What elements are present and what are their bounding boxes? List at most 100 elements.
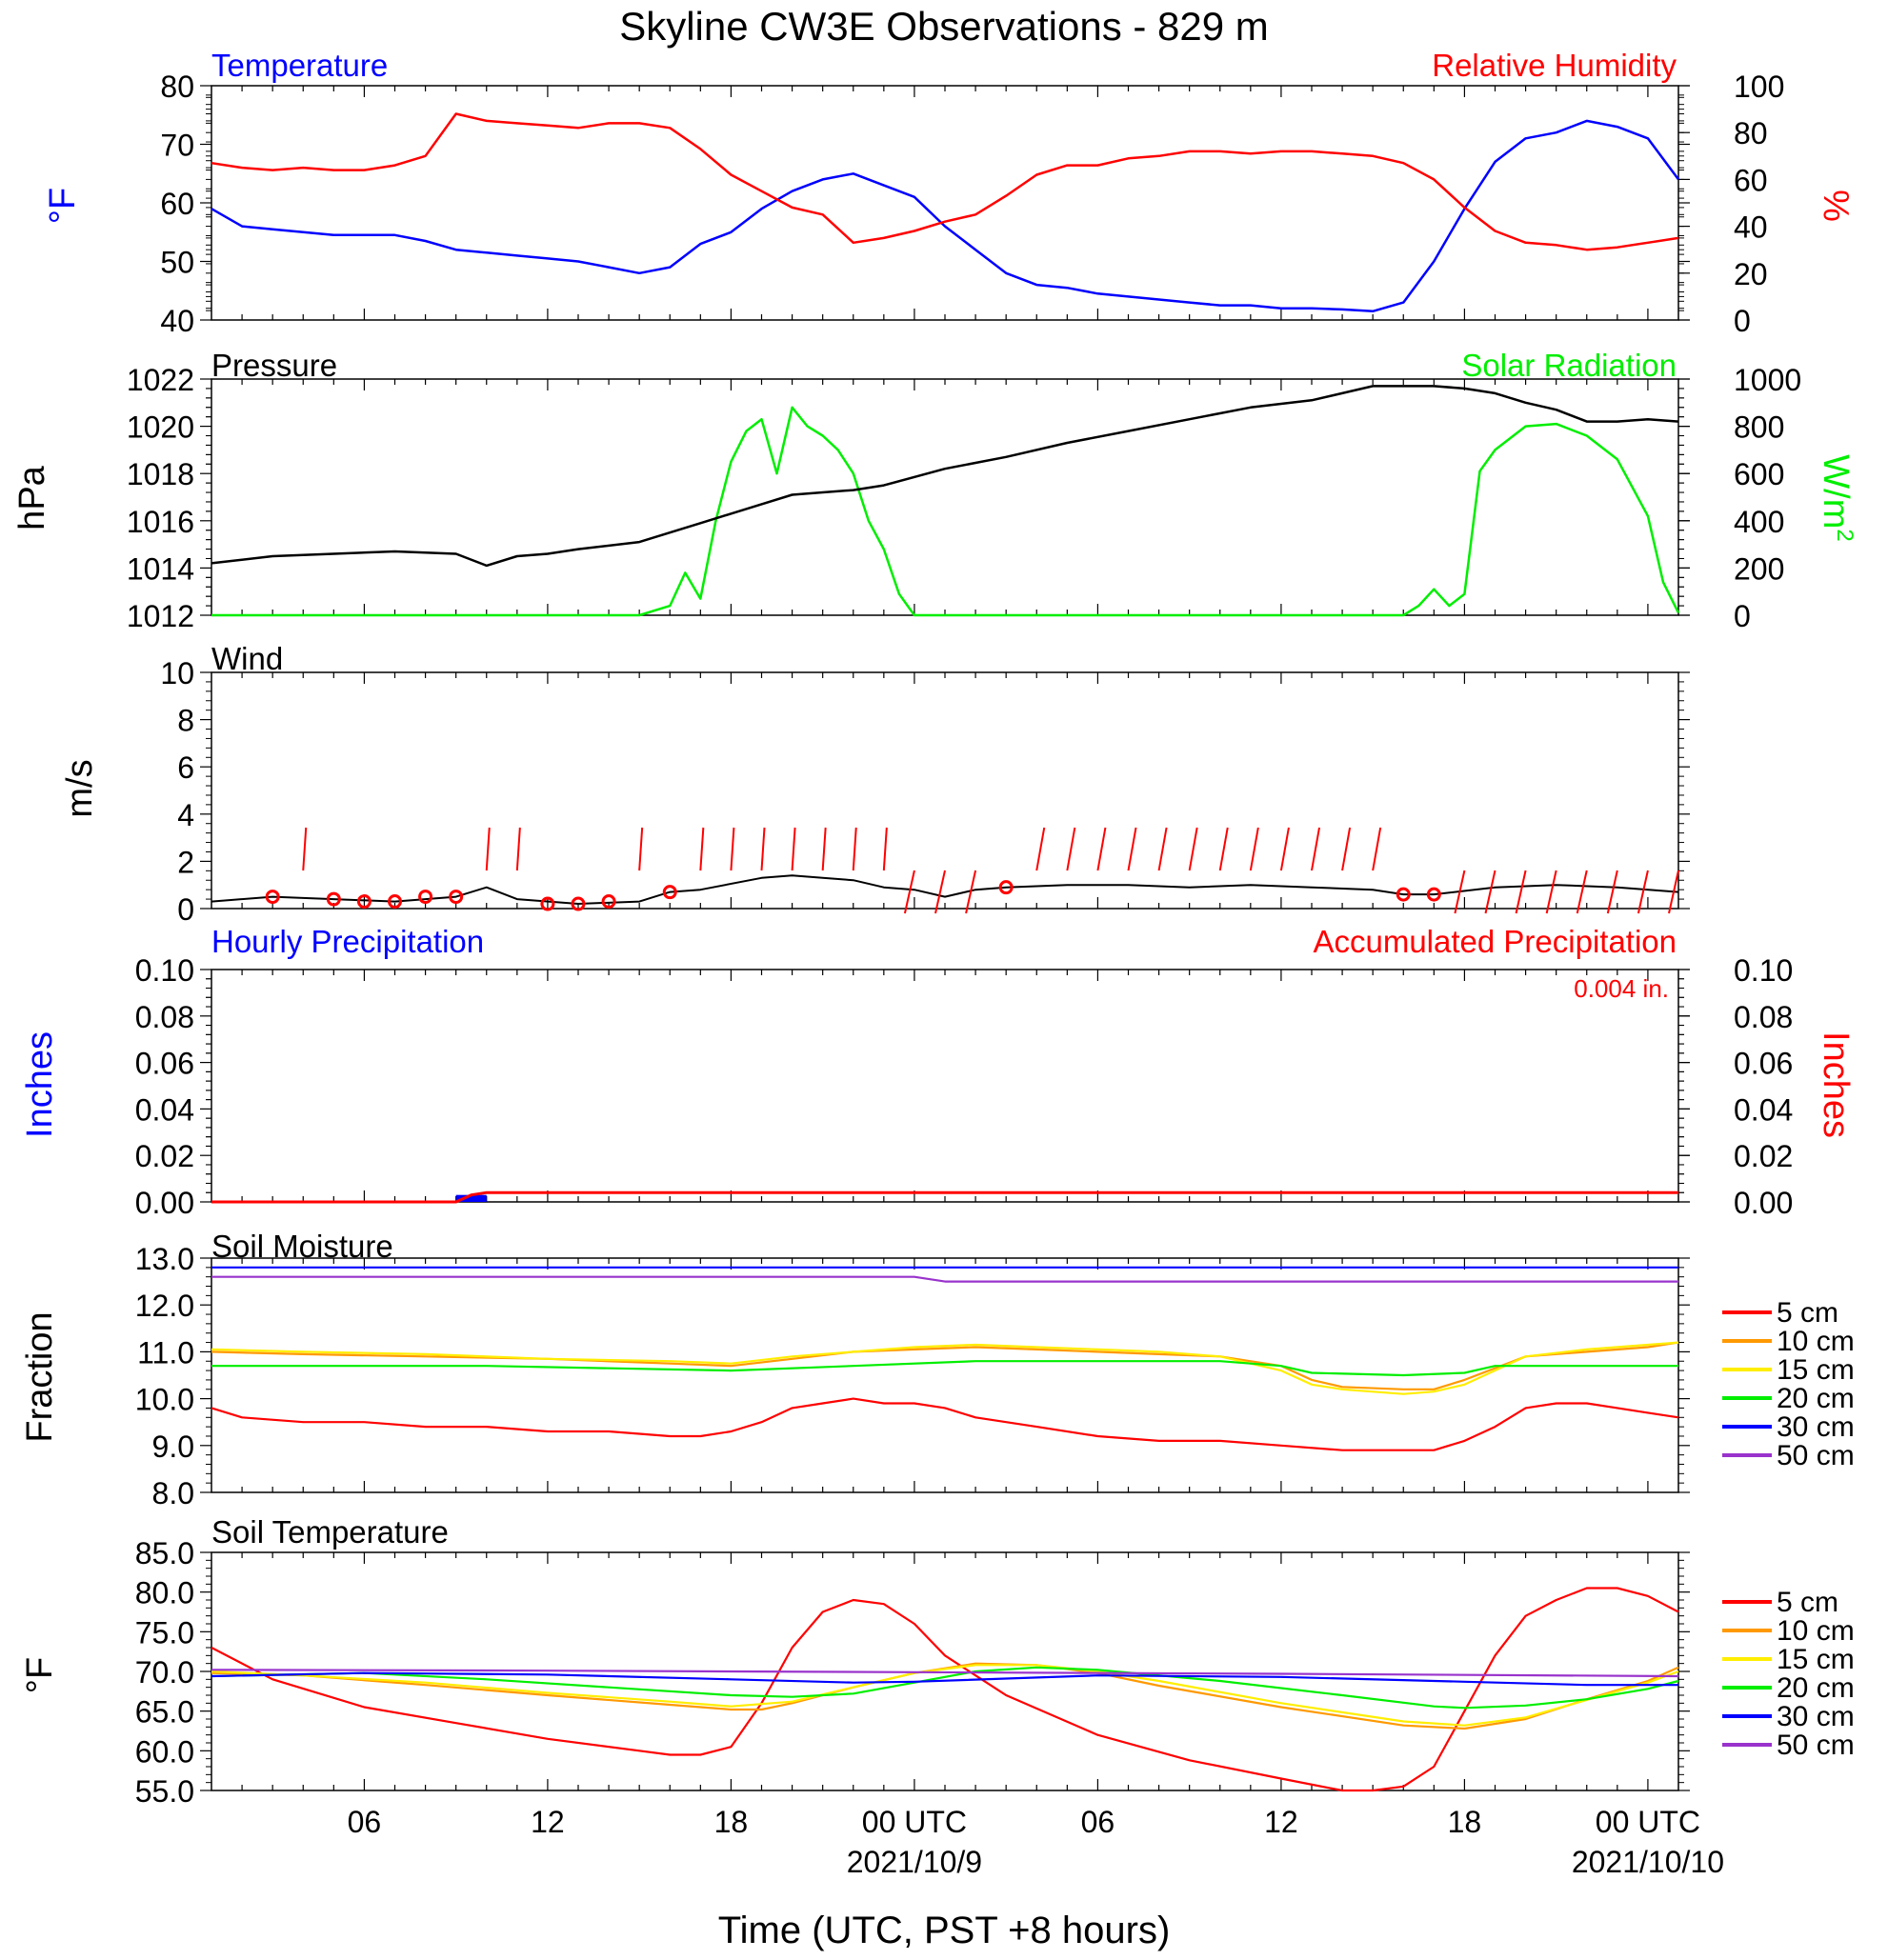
rh-y2-tick-label: 40 xyxy=(1734,210,1768,245)
soil-temp-legend-label: 5 cm xyxy=(1777,1587,1838,1618)
rh-y2-tick-label: 0 xyxy=(1734,304,1751,338)
rh-y2-tick-label: 100 xyxy=(1734,70,1784,104)
temperature-line xyxy=(211,119,1680,313)
pressure-unit-label: hPa xyxy=(12,465,52,530)
wind-y-tick-label: 6 xyxy=(177,750,194,785)
rh-y2-tick-label: 80 xyxy=(1734,116,1768,150)
soil-temp-unit-label: °F xyxy=(20,1657,60,1693)
temp-rh-panel: Temperature Relative Humidity °F % 80 70 6… xyxy=(43,48,1856,338)
wind-calm-marker xyxy=(356,894,372,910)
wind-barb xyxy=(1637,870,1649,914)
wind-barb xyxy=(903,870,915,914)
soil-moisture-y-tick-label: 9.0 xyxy=(152,1430,194,1464)
wind-barb xyxy=(1454,870,1466,914)
rh-y2-tick-label: 20 xyxy=(1734,257,1768,291)
soil-moisture-line-15cm xyxy=(211,1341,1679,1395)
soil-temp-legend-label: 50 cm xyxy=(1777,1730,1855,1761)
wind-barb xyxy=(1096,827,1107,871)
pressure-solar-panel: Pressure Solar Radiation hPa W/m2 1022 10… xyxy=(12,348,1858,633)
soil-temp-line-30cm xyxy=(211,1671,1678,1687)
soil-moisture-legend-label: 10 cm xyxy=(1777,1326,1855,1357)
pressure-y-tick-label: 1014 xyxy=(127,551,194,586)
precip-y-tick-label: 0.02 xyxy=(135,1139,194,1173)
wind-barb xyxy=(1279,827,1290,871)
wind-barb xyxy=(1127,827,1137,871)
x-tick-label: 06 xyxy=(1081,1805,1115,1839)
precip-accum-y2-tick-label: 0.08 xyxy=(1734,1000,1793,1034)
x-tick-label: 12 xyxy=(531,1805,565,1839)
wind-calm-marker xyxy=(388,894,402,910)
solar-radiation-line xyxy=(211,406,1680,617)
wind-barb xyxy=(485,827,491,871)
precip-accum-y2-tick-label: 0.06 xyxy=(1734,1047,1793,1081)
pressure-y-tick-label: 1022 xyxy=(127,363,194,397)
wind-barb xyxy=(1372,827,1382,871)
soil-moisture-y-tick-label: 11.0 xyxy=(137,1335,194,1370)
wind-calm-marker xyxy=(326,891,341,907)
hourly-precip-label: Hourly Precipitation xyxy=(211,924,484,959)
soil-temp-line-50cm xyxy=(211,1669,1679,1678)
precip-y-tick-label: 0.08 xyxy=(135,1000,194,1034)
pressure-y-tick-label: 1018 xyxy=(127,457,194,491)
accum-total-text: 0.004 in. xyxy=(1574,974,1669,1003)
precip-accum-y2-tick-label: 0.00 xyxy=(1734,1186,1793,1220)
soil-temp-line-5cm xyxy=(211,1587,1679,1792)
temp-unit-label: °F xyxy=(43,188,83,224)
soil-temp-y-tick-label: 85.0 xyxy=(135,1536,194,1570)
wind-calm-marker xyxy=(998,880,1014,895)
temperature-label: Temperature xyxy=(211,48,388,83)
solar-y2-tick-label: 800 xyxy=(1734,410,1784,445)
soil-temp-legend-label: 30 cm xyxy=(1777,1701,1855,1732)
wind-barb xyxy=(1515,870,1527,914)
precip-accum-y2-tick-label: 0.10 xyxy=(1734,953,1793,988)
wind-barb xyxy=(1484,870,1496,914)
soil-temp-legend-label: 15 cm xyxy=(1777,1644,1855,1675)
solar-y2-tick-label: 1000 xyxy=(1734,363,1801,397)
wind-barb xyxy=(934,870,946,914)
soil-temperature-label: Soil Temperature xyxy=(211,1514,449,1550)
wind-barb xyxy=(1218,827,1229,871)
x-tick-label: 06 xyxy=(348,1805,382,1839)
wind-panel: Wind m/s 10 8 6 4 2 0 xyxy=(60,641,1690,927)
time-axis: Time (UTC, PST +8 hours) 06 12 18 00 UTC 06 1… xyxy=(348,1805,1724,1951)
soil-moisture-y-tick-label: 13.0 xyxy=(135,1242,194,1276)
pressure-y-tick-label: 1016 xyxy=(127,505,194,539)
x-date-label: 2021/10/10 xyxy=(1572,1845,1724,1879)
wind-barb xyxy=(1341,827,1352,871)
wind-calm-marker xyxy=(418,890,433,905)
soil-moisture-unit-label: Fraction xyxy=(20,1311,60,1442)
wind-barb xyxy=(882,827,888,871)
x-tick-label: 18 xyxy=(1448,1805,1482,1839)
wind-calm-marker xyxy=(601,894,616,910)
solar-y2-tick-label: 200 xyxy=(1734,551,1784,586)
wind-y-tick-label: 4 xyxy=(177,798,194,832)
x-tick-label: 00 UTC xyxy=(862,1805,967,1839)
x-tick-label: 00 UTC xyxy=(1596,1805,1700,1839)
wind-y-tick-label: 2 xyxy=(177,845,194,879)
precip-left-unit-label: Inches xyxy=(20,1031,60,1138)
soil-temperature-panel: Soil Temperature °F 85.0 80.0 75.0 70.0 65.0… xyxy=(20,1514,1855,1809)
temp-y-tick-label: 70 xyxy=(160,129,194,163)
pressure-solar-frame xyxy=(211,378,1679,616)
soil-temp-y-tick-label: 70.0 xyxy=(135,1655,194,1690)
pressure-label: Pressure xyxy=(211,348,337,383)
accum-precip-label: Accumulated Precipitation xyxy=(1313,924,1677,959)
wind-barb xyxy=(852,827,857,871)
wind-barb xyxy=(760,827,766,871)
wind-barb xyxy=(730,827,735,871)
soil-moisture-y-tick-label: 12.0 xyxy=(135,1289,194,1323)
soil-moisture-frame xyxy=(211,1257,1679,1493)
wind-barb xyxy=(1606,870,1618,914)
temp-y-tick-label: 50 xyxy=(160,246,194,280)
wind-barb xyxy=(1249,827,1259,871)
wind-calm-marker xyxy=(571,896,586,911)
precip-right-unit-label: Inches xyxy=(1816,1031,1856,1138)
soil-moisture-legend-label: 20 cm xyxy=(1777,1383,1855,1414)
soil-temp-line-15cm xyxy=(211,1664,1679,1727)
wind-barb xyxy=(515,827,521,871)
wind-barb xyxy=(965,870,977,914)
rh-line xyxy=(211,112,1679,251)
soil-moisture-line-20cm xyxy=(211,1360,1678,1377)
wind-calm-marker xyxy=(1396,887,1411,902)
rh-y2-tick-label: 60 xyxy=(1734,163,1768,197)
